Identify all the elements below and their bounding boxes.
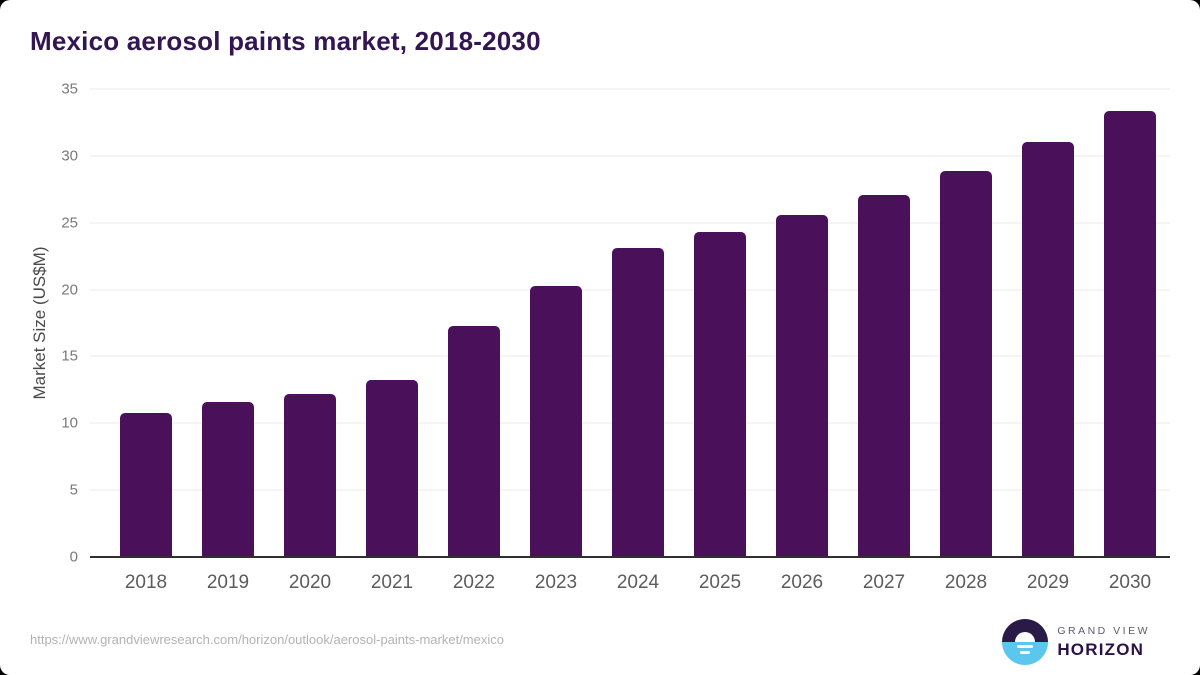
horizon-reflection-line xyxy=(1017,645,1034,648)
y-tick-label-25: 25 xyxy=(61,214,78,232)
x-tick-label-2022: 2022 xyxy=(452,572,496,593)
x-tick-label-2030: 2030 xyxy=(1108,572,1152,593)
x-tick-label-2025: 2025 xyxy=(698,572,742,593)
y-tick-label-20: 20 xyxy=(61,281,78,299)
x-tick-label-2028: 2028 xyxy=(944,572,988,593)
gridline-y-30 xyxy=(90,155,1170,157)
bar-2022 xyxy=(448,326,500,556)
x-tick-label-2029: 2029 xyxy=(1026,572,1070,593)
logo-text: GRAND VIEW HORIZON xyxy=(1057,625,1150,660)
y-tick-label-10: 10 xyxy=(61,414,78,432)
x-axis-line xyxy=(90,556,1170,558)
x-tick-label-2020: 2020 xyxy=(288,572,332,593)
bar-2019 xyxy=(202,402,254,556)
sun-dome-shape xyxy=(1015,632,1036,642)
bar-2025 xyxy=(694,232,746,556)
logo-text-grand-view: GRAND VIEW xyxy=(1057,624,1150,637)
chart-title: Mexico aerosol paints market, 2018-2030 xyxy=(30,26,541,56)
x-tick-label-2019: 2019 xyxy=(206,572,250,593)
y-tick-label-30: 30 xyxy=(61,147,78,165)
horizon-sun-icon xyxy=(1002,619,1049,665)
x-tick-label-2027: 2027 xyxy=(862,572,906,593)
bar-2027 xyxy=(858,194,910,556)
y-tick-label-15: 15 xyxy=(61,347,78,365)
x-tick-label-2023: 2023 xyxy=(534,572,578,593)
gridline-y-35 xyxy=(90,88,1170,90)
logo-text-horizon: HORIZON xyxy=(1057,639,1145,659)
grand-view-horizon-logo: GRAND VIEW HORIZON xyxy=(1002,619,1150,665)
y-tick-label-0: 0 xyxy=(69,548,78,566)
horizon-reflection-line xyxy=(1020,651,1031,654)
y-tick-label-35: 35 xyxy=(61,80,78,98)
gridline-y-25 xyxy=(90,222,1170,224)
bar-2026 xyxy=(776,215,828,556)
bar-2028 xyxy=(940,170,992,556)
x-tick-label-2024: 2024 xyxy=(616,572,660,593)
bar-2024 xyxy=(612,248,664,556)
source-url: https://www.grandviewresearch.com/horizo… xyxy=(30,632,504,647)
x-tick-label-2026: 2026 xyxy=(780,572,824,593)
y-tick-label-5: 5 xyxy=(69,481,78,499)
bar-2023 xyxy=(530,285,582,556)
bar-2021 xyxy=(366,379,418,556)
x-tick-label-2018: 2018 xyxy=(124,572,168,593)
bar-2018 xyxy=(120,412,172,556)
y-axis-tick-labels: 0 5 10 15 20 25 30 35 xyxy=(28,82,78,565)
bar-2029 xyxy=(1022,141,1074,556)
bar-2030 xyxy=(1104,110,1156,556)
bar-2020 xyxy=(284,394,336,556)
x-tick-label-2021: 2021 xyxy=(370,572,414,593)
plot-area: 2018 2019 2020 2021 2022 2023 2024 2025 2026 2027… xyxy=(90,88,1170,593)
